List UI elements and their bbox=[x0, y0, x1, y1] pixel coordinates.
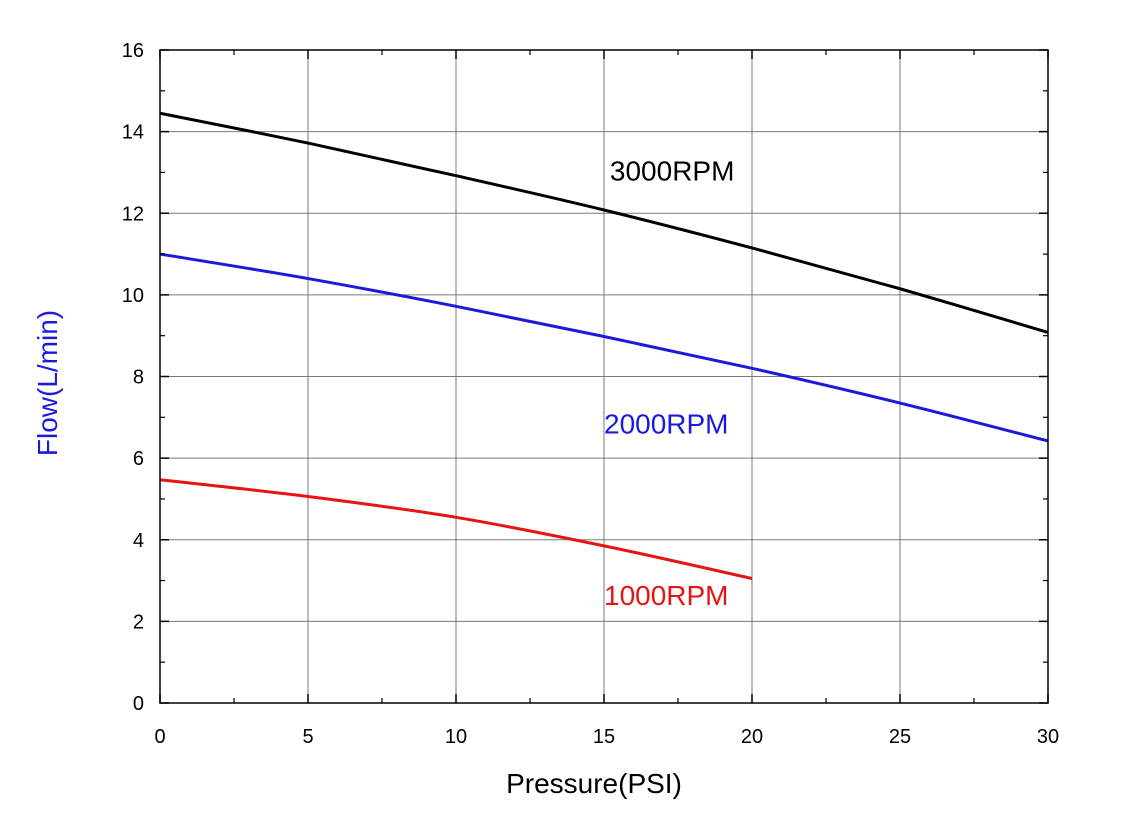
x-tick-label: 30 bbox=[1037, 726, 1059, 748]
series-label-3000rpm: 3000RPM bbox=[610, 156, 735, 187]
y-axis-title: Flow(L/min) bbox=[32, 310, 63, 456]
series-label-1000rpm: 1000RPM bbox=[604, 580, 729, 611]
series-group bbox=[159, 111, 1049, 580]
x-axis-title: Pressure(PSI) bbox=[506, 768, 682, 799]
y-tick-label: 14 bbox=[122, 122, 144, 144]
gridlines bbox=[160, 50, 1048, 703]
axis-ticks bbox=[159, 49, 1049, 704]
x-tick-label: 10 bbox=[445, 726, 467, 748]
x-tick-label: 25 bbox=[889, 726, 911, 748]
x-tick-label: 0 bbox=[154, 726, 165, 748]
series-labels: 3000RPM 2000RPM 1000RPM bbox=[604, 156, 734, 611]
tick-labels: 0 5 10 15 20 25 30 0 2 4 6 8 10 12 14 16 bbox=[122, 40, 1059, 748]
y-tick-label: 8 bbox=[133, 367, 144, 389]
y-tick-label: 4 bbox=[133, 530, 144, 552]
x-tick-label: 20 bbox=[741, 726, 763, 748]
series-line-2000rpm bbox=[159, 252, 1049, 443]
y-tick-label: 10 bbox=[122, 285, 144, 307]
x-tick-label: 5 bbox=[302, 726, 313, 748]
series-label-2000rpm: 2000RPM bbox=[604, 409, 729, 440]
y-tick-label: 12 bbox=[122, 203, 144, 225]
y-tick-label: 6 bbox=[133, 448, 144, 470]
x-tick-label: 15 bbox=[593, 726, 615, 748]
y-tick-label: 16 bbox=[122, 40, 144, 62]
series-line-3000rpm bbox=[159, 111, 1049, 334]
series-line-1000rpm bbox=[159, 478, 753, 580]
y-tick-label: 2 bbox=[133, 611, 144, 633]
y-tick-label: 0 bbox=[133, 693, 144, 715]
